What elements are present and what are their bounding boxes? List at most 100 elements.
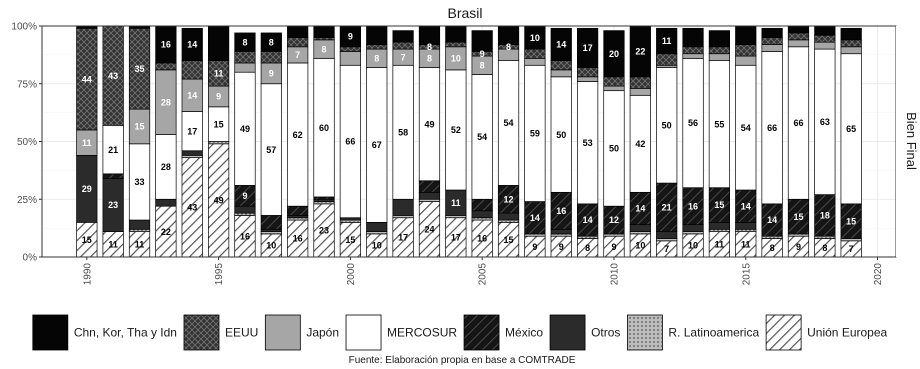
data-label-merc-2002: 58	[398, 127, 408, 137]
data-label-ue-1995: 49	[214, 196, 224, 206]
data-label-ckti-2011: 22	[635, 47, 645, 57]
bar-segment-eeuu-2007	[524, 48, 546, 59]
data-label-ue-2000: 15	[345, 235, 355, 245]
y-tick-label: 25%	[17, 195, 37, 206]
data-label-eeuu-1991: 43	[108, 71, 118, 81]
data-label-merc-1999: 60	[319, 123, 329, 133]
data-label-ue-2011: 10	[635, 241, 645, 251]
bar-segment-ckti-2015	[735, 25, 757, 45]
data-label-ue-1992: 11	[135, 239, 145, 249]
data-label-merc-2004: 52	[451, 125, 461, 135]
bar-segment-otros-2001	[366, 222, 388, 232]
legend-key-ckti	[32, 314, 69, 351]
x-axis: 1990 1995 2000 2005 2010 2015 2020	[82, 257, 884, 285]
legend-key-eeuu	[183, 314, 220, 351]
bar-segment-otros-1992	[128, 219, 151, 230]
bar-segment-jap-2011	[629, 88, 651, 96]
data-label-merc-1991: 21	[108, 145, 118, 155]
bar-segment-eeuu-2016	[761, 37, 783, 45]
data-label-ue-2008: 9	[559, 242, 564, 252]
data-label-ckti-2007: 10	[530, 33, 540, 43]
y-tick-label: 100%	[11, 22, 37, 33]
data-label-jap-2005: 8	[480, 60, 485, 70]
data-label-ue-2005: 16	[477, 234, 487, 244]
bar-segment-ckti-2001	[366, 25, 388, 45]
data-label-otros-1990: 29	[82, 184, 92, 194]
data-label-jap-1998: 7	[295, 50, 300, 60]
data-label-ckti-2012: 11	[662, 36, 672, 46]
data-label-ue-2001: 10	[372, 241, 382, 251]
bar-segment-jap-2014	[708, 53, 731, 62]
bar-segment-jap-2007	[524, 57, 546, 66]
bar-segment-eeuu-2015	[735, 44, 757, 57]
data-label-merc-1995: 15	[214, 119, 224, 129]
data-label-mex-2019: 15	[846, 216, 856, 226]
bar-segment-jap-2016	[761, 44, 783, 52]
data-label-merc-2019: 65	[846, 124, 856, 134]
bar-segment-eeuu-1998	[287, 37, 309, 48]
bar-segment-ckti-1995	[207, 25, 230, 62]
data-label-ue-2015: 11	[741, 239, 751, 249]
data-label-merc-2017: 66	[793, 118, 803, 128]
data-label-mex-2011: 14	[635, 204, 645, 214]
bar-segment-otros-2015	[735, 222, 757, 230]
data-label-ckti-2000: 9	[348, 32, 353, 42]
bar-segment-eeuu-2011	[629, 76, 651, 89]
data-label-jap-2001: 8	[374, 54, 379, 64]
data-label-merc-2011: 42	[635, 139, 645, 149]
data-label-merc-2014: 55	[714, 119, 724, 129]
data-label-merc-2012: 50	[662, 121, 672, 131]
bar-segment-ckti-1999	[313, 25, 335, 38]
data-label-eeuu-2006: 8	[506, 42, 511, 52]
legend-label-mex: México	[505, 326, 543, 340]
data-label-jap-1997: 9	[269, 69, 274, 79]
data-label-merc-1998: 62	[293, 130, 303, 140]
data-label-ckti-1997: 8	[269, 37, 274, 47]
bar-segment-otros-1994	[181, 150, 203, 156]
data-label-jap-2004: 10	[451, 54, 461, 64]
x-tick-label: 1990	[82, 263, 93, 286]
data-label-ue-2003: 24	[424, 224, 434, 234]
bar-segment-jap-2009	[577, 76, 599, 82]
data-label-ue-2009: 8	[585, 243, 590, 253]
bar-segment-eeuu-1996	[234, 51, 256, 64]
bar-segment-eeuu-2000	[339, 46, 361, 52]
bar-segment-eeuu-2018	[814, 34, 836, 43]
data-label-merc-2005: 54	[477, 132, 487, 142]
data-label-ue-2006: 15	[504, 235, 514, 245]
bar-segment-otros-1993	[155, 198, 177, 207]
data-label-jap-1993: 28	[161, 97, 171, 107]
facet-strip-label: Bien Final	[904, 112, 919, 170]
data-label-ue-1997: 10	[266, 241, 276, 251]
bar-segment-ckti-2004	[445, 25, 467, 43]
data-label-merc-2016: 66	[767, 123, 777, 133]
data-label-mex-1996: 9	[242, 191, 247, 201]
bar-segment-ckti-2014	[708, 30, 731, 48]
legend-key-ue	[765, 314, 802, 351]
bar-segment-eeuu-2004	[445, 41, 467, 48]
data-label-mex-2013: 16	[688, 201, 698, 211]
data-label-mex-2014: 15	[714, 200, 724, 210]
bar-segment-ckti-2010	[603, 30, 625, 78]
bar-segment-ckti-2013	[682, 27, 704, 48]
x-tick-label: 2010	[609, 263, 620, 286]
legend-key-otros	[549, 314, 586, 351]
y-tick-label: 75%	[17, 79, 37, 90]
data-label-merc-1994: 17	[187, 126, 197, 136]
data-label-ue-2013: 10	[688, 241, 698, 251]
data-label-merc-2003: 49	[424, 119, 434, 129]
data-label-ue-1991: 11	[108, 239, 118, 249]
data-label-ckti-1996: 8	[242, 37, 247, 47]
legend-label-otros: Otros	[591, 326, 620, 340]
legend-key-merc	[345, 314, 382, 351]
bar-segment-otros-2006	[497, 212, 520, 221]
y-tick-label: 0%	[23, 253, 38, 264]
bar-segment-ckti-2005	[471, 30, 493, 52]
data-label-mex-2017: 15	[793, 212, 803, 222]
data-label-ue-2010: 9	[611, 242, 616, 252]
bar-segment-ckti-1998	[287, 25, 309, 38]
bar-segment-mex-1997	[260, 215, 282, 230]
data-label-jap-1995: 9	[216, 92, 221, 102]
data-label-mex-2008: 16	[556, 206, 566, 216]
data-label-merc-1996: 49	[240, 124, 250, 134]
